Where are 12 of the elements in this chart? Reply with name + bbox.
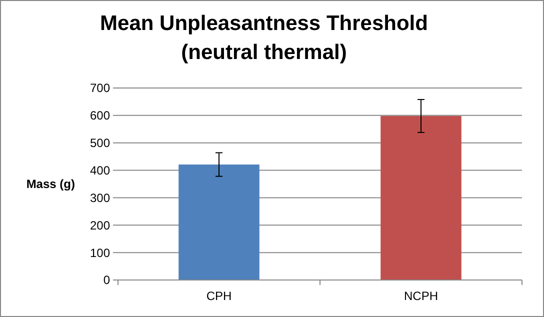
y-tick-label: 0 (103, 273, 110, 288)
y-tick-label: 400 (90, 163, 110, 178)
y-tick-label: 600 (90, 108, 110, 123)
y-tick-label: 500 (90, 136, 110, 150)
y-tick-label: 300 (90, 190, 110, 205)
y-tick-label: 100 (90, 246, 110, 260)
y-tick-label: 200 (90, 218, 110, 232)
y-axis-title: Mass (g) (26, 177, 75, 191)
x-tick-label: NCPH (404, 289, 438, 303)
x-tick-label: CPH (206, 289, 232, 303)
chart-title: Mean Unpleasantness Threshold (neutral thermal) (100, 12, 428, 64)
y-tick-label: 700 (90, 81, 110, 96)
